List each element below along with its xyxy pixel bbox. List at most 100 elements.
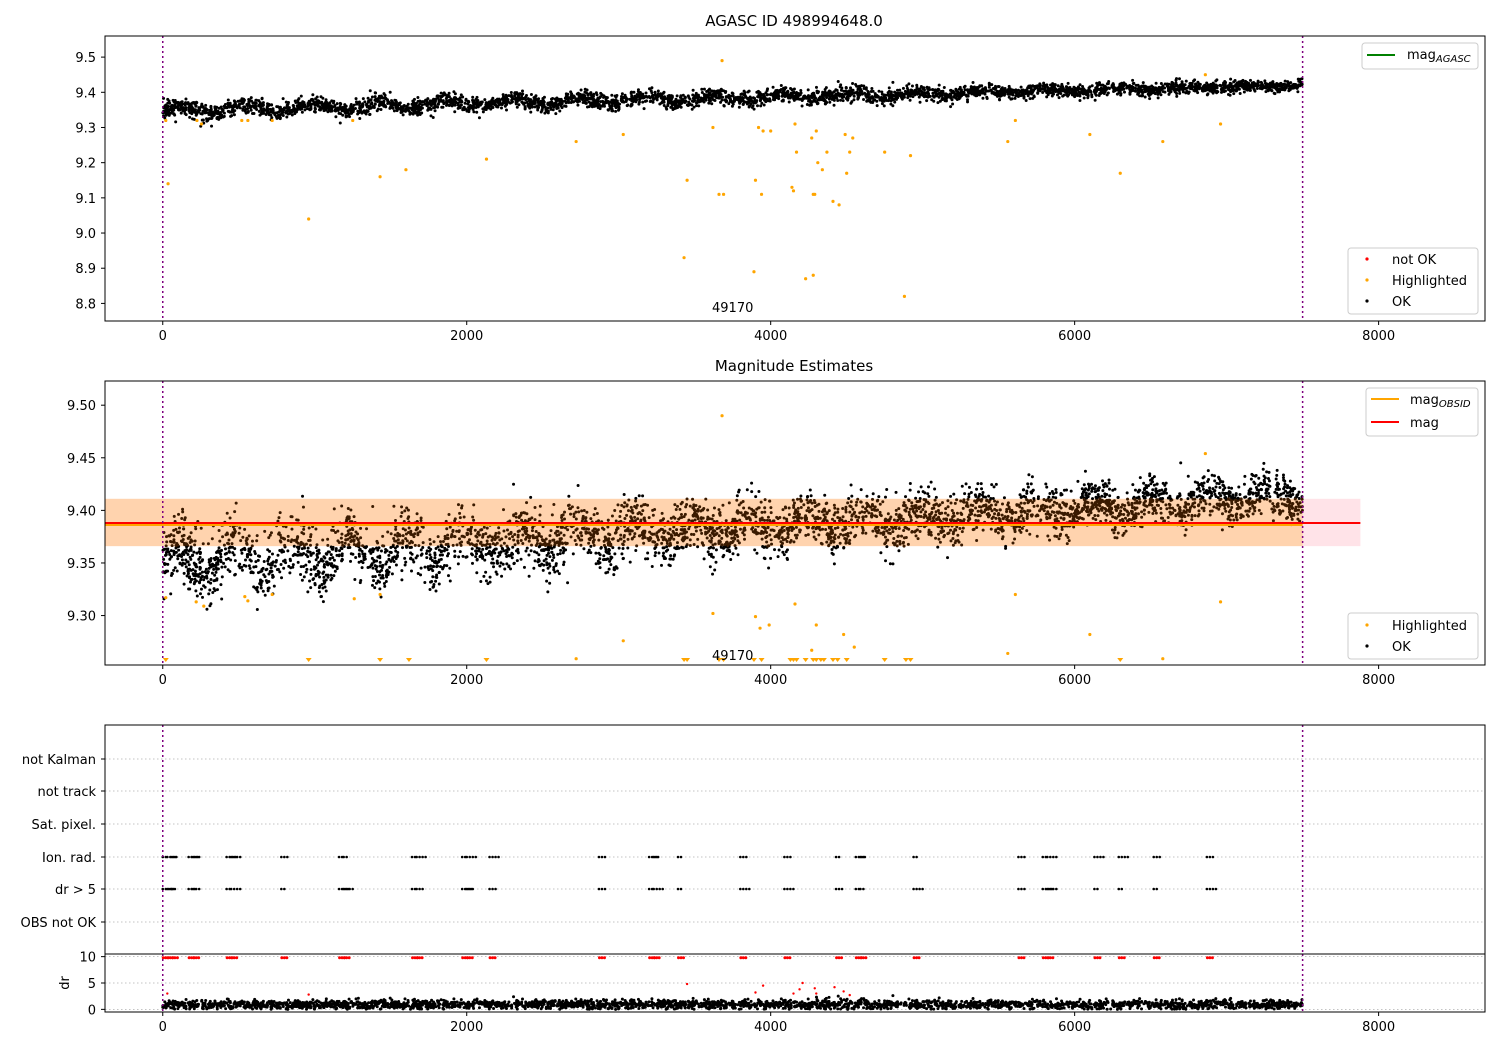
ok-point: [498, 565, 501, 568]
ok-point: [1020, 502, 1023, 505]
agasc-xtick-label: 8000: [1362, 329, 1395, 344]
highlighted-point: [351, 119, 354, 122]
ok-point: [870, 87, 873, 90]
ok-point: [381, 96, 384, 99]
ok-point: [1193, 90, 1196, 93]
ok-point: [628, 98, 631, 101]
ok-point: [668, 94, 671, 97]
highlighted-point: [1006, 140, 1009, 143]
ok-point: [660, 101, 663, 104]
ok-point: [1027, 92, 1030, 95]
ok-point: [1141, 91, 1144, 94]
ok-point: [657, 89, 660, 92]
ok-point: [207, 117, 210, 120]
ok-point: [650, 91, 653, 94]
ok-point: [170, 104, 173, 107]
ok-point: [528, 540, 531, 543]
ok-point: [505, 108, 508, 111]
ok-point: [1235, 84, 1238, 87]
ok-point: [550, 529, 553, 532]
ok-point: [522, 103, 525, 106]
highlighted-point: [844, 133, 847, 136]
ok-point: [696, 538, 699, 541]
ok-point: [287, 109, 290, 112]
ok-point: [204, 104, 207, 107]
ok-point: [742, 103, 745, 106]
ok-point: [1229, 94, 1232, 97]
ok-point: [1131, 79, 1134, 82]
ok-point: [617, 109, 620, 112]
ok-point: [1178, 92, 1181, 95]
ok-point: [786, 91, 789, 94]
ok-point: [839, 83, 842, 86]
ok-point: [585, 511, 588, 514]
ok-point: [178, 108, 181, 111]
ok-point: [536, 539, 539, 542]
ok-point: [614, 95, 617, 98]
ok-point: [445, 527, 448, 530]
ok-point: [251, 544, 254, 547]
ok-point: [1272, 84, 1275, 87]
ok-point: [389, 103, 392, 106]
ok-point: [610, 94, 613, 97]
ok-point: [718, 96, 721, 99]
ok-point: [1137, 84, 1140, 87]
highlighted-point: [831, 200, 834, 203]
ok-point: [586, 88, 589, 91]
ok-point: [1224, 81, 1227, 84]
ok-point: [1100, 90, 1103, 93]
ok-point: [1167, 93, 1170, 96]
ok-point: [1199, 86, 1202, 89]
agasc-title: AGASC ID 498994648.0: [705, 12, 883, 30]
ok-point: [1260, 512, 1263, 515]
ok-point: [1049, 84, 1052, 87]
ok-point: [1283, 88, 1286, 91]
ok-point: [329, 110, 332, 113]
ok-point: [827, 90, 830, 93]
ok-point: [586, 99, 589, 102]
ok-point: [1167, 516, 1170, 519]
ok-point: [561, 106, 564, 109]
ok-point: [307, 547, 310, 550]
ok-point: [884, 94, 887, 97]
ok-point: [551, 559, 554, 562]
ok-point: [277, 516, 280, 519]
ok-point: [1148, 94, 1151, 97]
ok-point: [463, 108, 466, 111]
highlighted-point: [404, 168, 407, 171]
ok-point: [505, 562, 508, 565]
ok-point: [275, 105, 278, 108]
ok-point: [595, 93, 598, 96]
highlighted-point: [815, 129, 818, 132]
ok-point: [1169, 87, 1172, 90]
ok-point: [862, 98, 865, 101]
ok-point: [710, 102, 713, 105]
ok-point: [839, 99, 842, 102]
highlighted-point: [812, 274, 815, 277]
ok-point: [890, 99, 893, 102]
ok-point: [939, 541, 942, 544]
ok-point: [227, 99, 230, 102]
ok-point: [654, 551, 657, 554]
ok-point: [1282, 83, 1285, 86]
ok-point: [610, 108, 613, 111]
ok-point: [1119, 92, 1122, 95]
ok-point: [1212, 82, 1215, 85]
ok-point: [938, 84, 941, 87]
ok-point: [226, 531, 229, 534]
ok-point: [695, 529, 698, 532]
ok-point: [1134, 90, 1137, 93]
ok-point: [220, 566, 223, 569]
ok-point: [417, 105, 420, 108]
ok-point: [526, 101, 529, 104]
ok-point: [487, 104, 490, 107]
ok-point: [527, 104, 530, 107]
ok-point: [1142, 81, 1145, 84]
ok-point: [420, 548, 423, 551]
ok-point: [421, 107, 424, 110]
ok-point: [249, 105, 252, 108]
ok-point: [1047, 93, 1050, 96]
ok-point: [700, 99, 703, 102]
